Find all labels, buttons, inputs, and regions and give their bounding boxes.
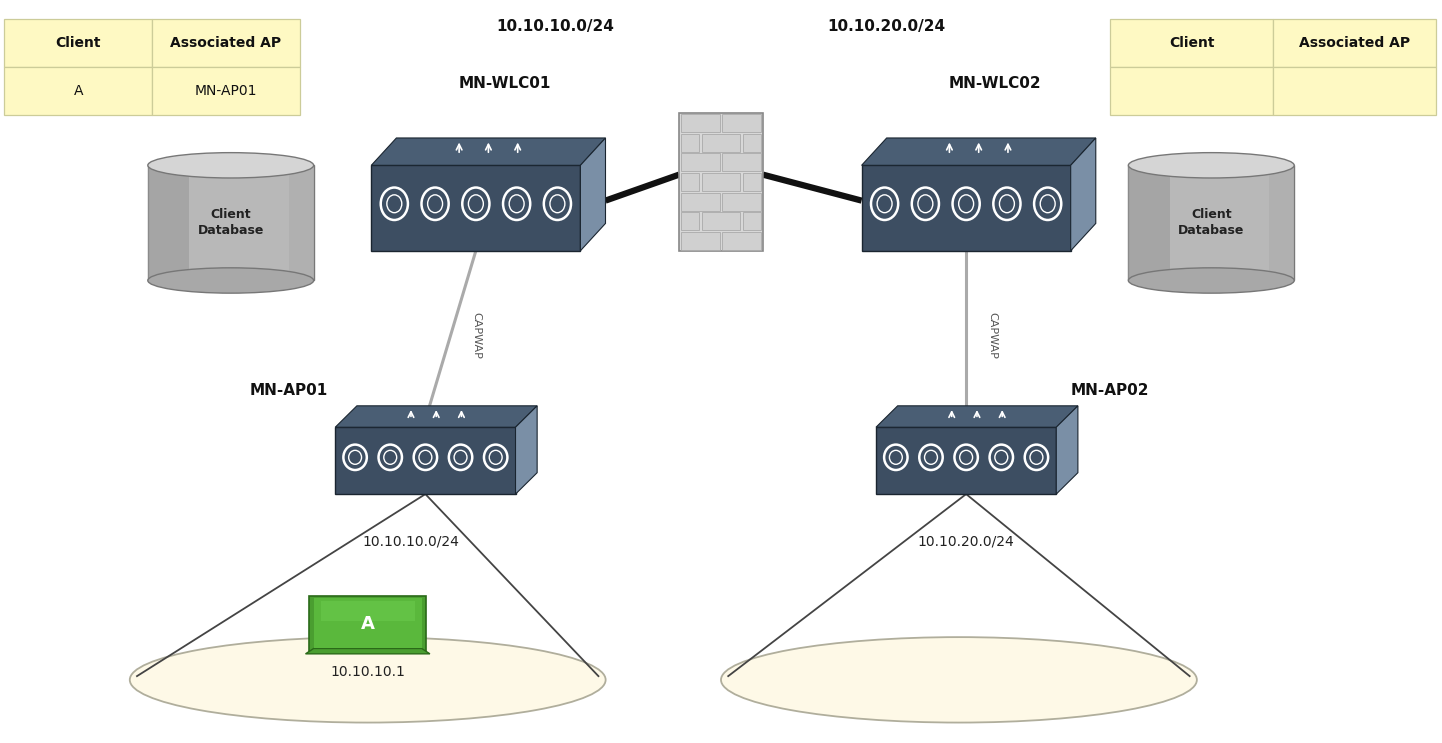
Polygon shape [516,406,536,494]
FancyBboxPatch shape [722,232,761,250]
Polygon shape [335,427,516,494]
Text: MN-WLC02: MN-WLC02 [949,76,1041,91]
Polygon shape [877,406,1079,427]
Text: MN-AP01: MN-AP01 [195,84,257,98]
FancyBboxPatch shape [681,134,698,152]
Text: 10.10.10.0/24: 10.10.10.0/24 [496,19,614,33]
Polygon shape [581,138,606,251]
Text: MN-AP01: MN-AP01 [249,383,327,398]
FancyBboxPatch shape [1273,19,1436,67]
Polygon shape [372,138,606,166]
FancyBboxPatch shape [681,114,720,132]
FancyBboxPatch shape [153,19,300,67]
Text: Client
Database: Client Database [1178,208,1244,238]
Polygon shape [1128,166,1295,281]
Text: A: A [74,84,84,98]
Ellipse shape [1128,267,1295,293]
Polygon shape [288,166,314,281]
Polygon shape [1128,166,1169,281]
Text: 10.10.10.1: 10.10.10.1 [330,665,405,679]
FancyBboxPatch shape [681,173,698,191]
Ellipse shape [149,267,314,293]
FancyBboxPatch shape [702,212,741,230]
Text: Associated AP: Associated AP [1299,36,1410,50]
FancyBboxPatch shape [744,173,761,191]
Polygon shape [309,596,427,651]
Ellipse shape [1128,152,1295,178]
Text: MN-WLC01: MN-WLC01 [459,76,551,91]
Text: CAPWAP: CAPWAP [472,312,482,359]
FancyBboxPatch shape [153,67,300,115]
Polygon shape [149,166,314,281]
Text: Client: Client [1169,36,1214,50]
FancyBboxPatch shape [702,134,741,152]
Polygon shape [862,138,1096,166]
Polygon shape [322,601,415,621]
Polygon shape [862,166,1071,251]
Text: A: A [360,615,375,634]
FancyBboxPatch shape [1110,67,1273,115]
FancyBboxPatch shape [722,114,761,132]
Ellipse shape [721,637,1197,722]
FancyBboxPatch shape [744,134,761,152]
Polygon shape [877,427,1056,494]
Ellipse shape [149,152,314,178]
Polygon shape [314,598,421,649]
Polygon shape [1056,406,1079,494]
FancyBboxPatch shape [681,212,698,230]
FancyBboxPatch shape [679,113,763,251]
FancyBboxPatch shape [4,19,153,67]
Text: 10.10.20.0/24: 10.10.20.0/24 [828,19,946,33]
Ellipse shape [130,637,606,722]
Polygon shape [372,166,581,251]
FancyBboxPatch shape [722,153,761,172]
FancyBboxPatch shape [722,192,761,211]
Polygon shape [1269,166,1295,281]
Polygon shape [335,406,536,427]
Polygon shape [149,166,189,281]
FancyBboxPatch shape [681,192,720,211]
Text: Client
Database: Client Database [198,208,264,238]
FancyBboxPatch shape [681,232,720,250]
Text: MN-AP02: MN-AP02 [1071,383,1149,398]
FancyBboxPatch shape [1273,67,1436,115]
FancyBboxPatch shape [744,212,761,230]
Text: 10.10.10.0/24: 10.10.10.0/24 [362,535,460,549]
Text: CAPWAP: CAPWAP [988,312,996,359]
Text: Client: Client [55,36,101,50]
Polygon shape [1071,138,1096,251]
FancyBboxPatch shape [4,67,153,115]
Polygon shape [306,649,430,654]
FancyBboxPatch shape [681,153,720,172]
Text: Associated AP: Associated AP [170,36,281,50]
Text: 10.10.20.0/24: 10.10.20.0/24 [917,535,1015,549]
FancyBboxPatch shape [702,173,741,191]
FancyBboxPatch shape [1110,19,1273,67]
